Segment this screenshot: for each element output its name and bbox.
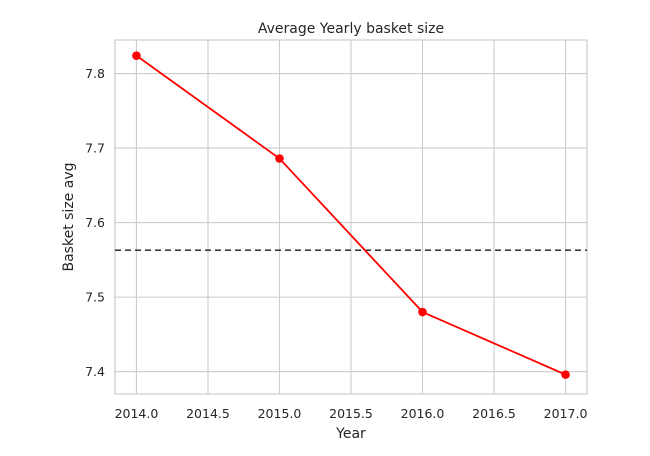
- x-tick-label: 2014.0: [115, 406, 159, 421]
- x-tick-label: 2017.0: [544, 406, 588, 421]
- x-tick-labels: 2014.0 2014.5 2015.0 2015.5 2016.0 2016.5 2017…: [115, 406, 588, 421]
- grid-lines: [115, 40, 587, 394]
- x-tick-label: 2014.5: [186, 406, 230, 421]
- x-tick-label: 2016.5: [472, 406, 516, 421]
- series-group: [132, 51, 570, 379]
- chart-title: Average Yearly basket size: [258, 21, 444, 37]
- y-tick-label: 7.4: [85, 364, 105, 379]
- y-tick-labels: 7.4 7.5 7.6 7.7 7.8: [85, 66, 105, 379]
- y-tick-label: 7.5: [85, 290, 105, 305]
- series-line: [135, 54, 566, 376]
- data-point: [561, 370, 570, 379]
- y-tick-label: 7.6: [85, 215, 105, 230]
- y-tick-label: 7.8: [85, 66, 105, 81]
- x-tick-label: 2016.0: [401, 406, 445, 421]
- data-point: [418, 307, 427, 317]
- data-point: [132, 51, 141, 60]
- x-tick-label: 2015.5: [329, 406, 373, 421]
- y-axis-label: Basket size avg: [61, 163, 77, 272]
- y-tick-label: 7.7: [85, 141, 105, 156]
- data-point: [275, 154, 284, 163]
- plot-frame: [114, 39, 588, 395]
- x-axis-label: Year: [335, 426, 366, 442]
- x-tick-label: 2015.0: [258, 406, 302, 421]
